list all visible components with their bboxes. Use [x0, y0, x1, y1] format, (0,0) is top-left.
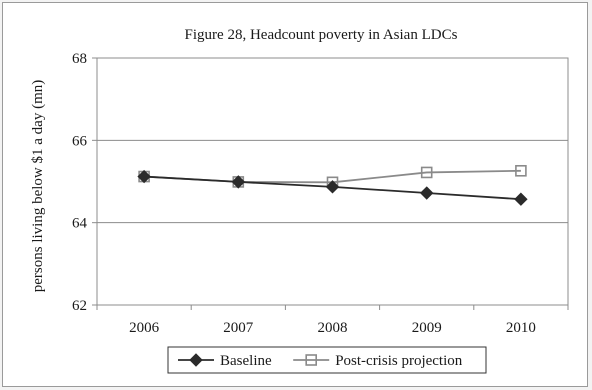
chart-title: Figure 28, Headcount poverty in Asian LD… — [185, 27, 458, 43]
series-group — [137, 164, 528, 206]
x-tick-label-2010: 2010 — [506, 320, 536, 336]
line-chart: Figure 28, Headcount poverty in Asian LD… — [30, 27, 569, 374]
point-baseline-2008 — [325, 180, 340, 194]
legend-label-baseline: Baseline — [220, 353, 272, 369]
axes: 62 64 66 68 2006 2007 2008 2009 2010 — [72, 51, 569, 336]
legend: Baseline Post-crisis projection — [167, 346, 487, 374]
gridlines — [97, 139, 568, 224]
plot-area — [96, 57, 569, 306]
legend-marker-baseline — [189, 353, 203, 367]
y-tick-label: 66 — [72, 133, 88, 149]
point-baseline-2010 — [514, 192, 528, 206]
point-baseline-2007 — [231, 175, 246, 189]
point-post-crisis-projection-2010 — [515, 164, 527, 177]
y-tick-label: 62 — [72, 298, 87, 314]
chart-frame: Figure 28, Headcount poverty in Asian LD… — [2, 2, 588, 387]
legend-marker-post-crisis-projection — [305, 354, 318, 366]
y-axis-label: persons living below $1 a day (mn) — [30, 80, 46, 292]
y-tick-label: 68 — [72, 51, 87, 67]
point-post-crisis-projection-2009 — [420, 166, 433, 179]
x-tick-label-2006: 2006 — [129, 320, 160, 336]
point-baseline-2009 — [419, 186, 434, 200]
point-baseline-2006 — [137, 169, 151, 184]
x-tick-label-2009: 2009 — [412, 320, 442, 336]
y-tick-label: 64 — [72, 216, 88, 232]
x-tick-label-2008: 2008 — [318, 320, 348, 336]
legend-label-post-crisis-projection: Post-crisis projection — [335, 353, 463, 369]
x-tick-label-2007: 2007 — [223, 320, 254, 336]
